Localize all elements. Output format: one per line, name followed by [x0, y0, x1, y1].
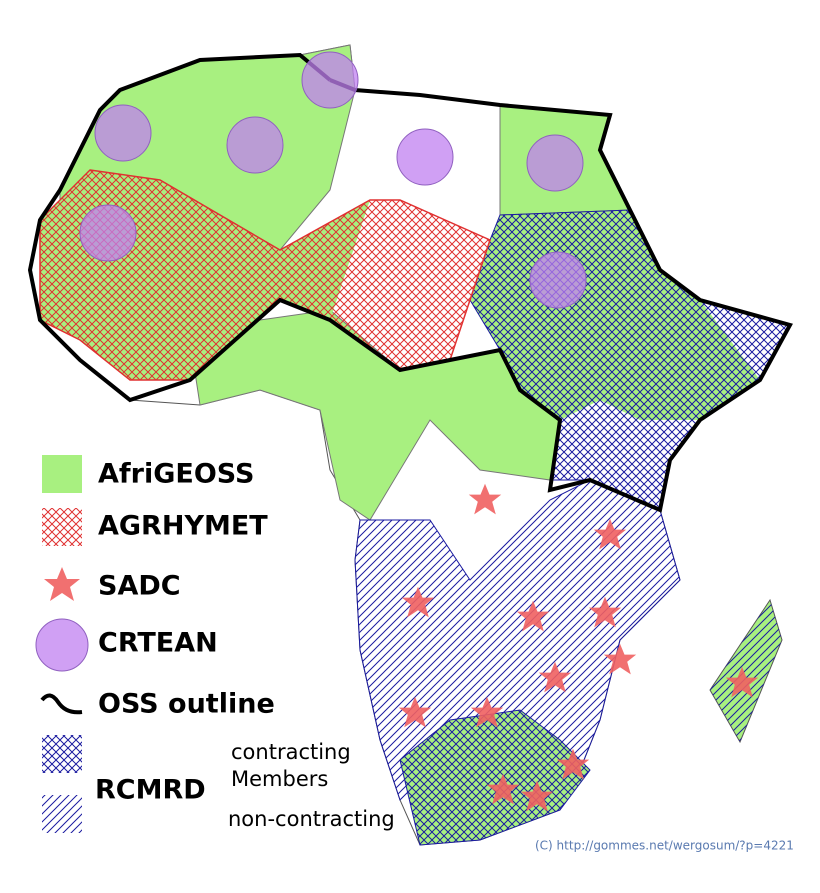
- crtean-circle: [79, 204, 137, 262]
- legend-swatch: [42, 455, 82, 493]
- credit: (C) http://gommes.net/wergosum/?p=4221: [535, 839, 794, 853]
- legend-label: OSS outline: [98, 689, 275, 720]
- crtean-circle: [396, 128, 454, 186]
- crtean-circle: [529, 251, 587, 309]
- legend-sublabel: contracting: [231, 740, 351, 764]
- legend-label: AfriGEOSS: [98, 459, 254, 490]
- legend-swatch: [40, 693, 83, 715]
- legend-sublabel: non-contracting: [228, 807, 395, 831]
- crtean-circle: [94, 104, 152, 162]
- legend-label: RCMRD: [95, 775, 206, 806]
- legend-label: SADC: [98, 571, 181, 602]
- crtean-circle: [301, 51, 359, 109]
- legend-swatch: [42, 795, 82, 833]
- legend-sublabel: Members: [231, 767, 328, 791]
- crtean-circles: [79, 51, 587, 309]
- crtean-circle: [226, 116, 284, 174]
- legend-swatch: [42, 735, 82, 773]
- oss-outline: [27, 52, 793, 513]
- madagascar-hatch: [710, 600, 782, 742]
- legend: AfriGEOSS AGRHYMET SADC CRTEAN OSS outli…: [35, 455, 395, 833]
- legend-label: AGRHYMET: [98, 511, 268, 542]
- region-south-africa: [399, 709, 591, 846]
- africa: [27, 44, 793, 846]
- region-south: [354, 479, 681, 801]
- legend-label: CRTEAN: [98, 628, 218, 659]
- legend-swatch: [35, 618, 89, 672]
- legend-swatch: [44, 567, 80, 601]
- legend-swatch: [42, 508, 82, 546]
- crtean-circle: [526, 134, 584, 192]
